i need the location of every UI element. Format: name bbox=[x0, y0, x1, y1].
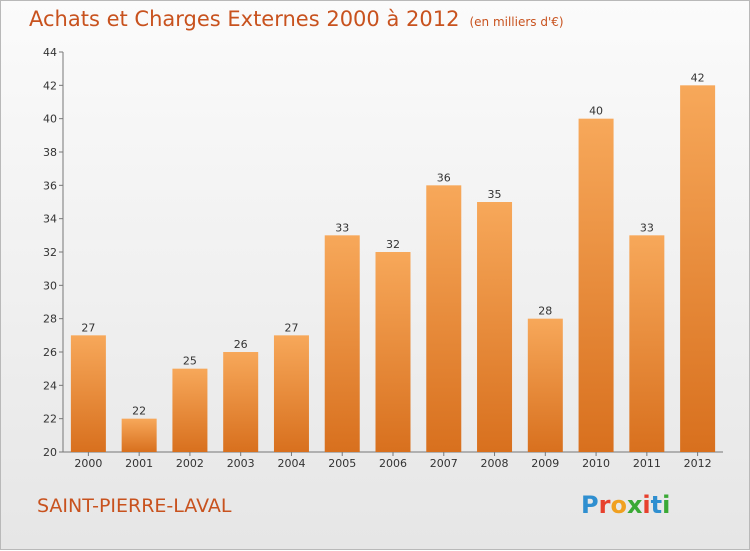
y-tick-label: 30 bbox=[43, 279, 57, 292]
y-tick-label: 24 bbox=[43, 379, 57, 392]
x-tick-label: 2011 bbox=[633, 457, 661, 470]
data-label: 28 bbox=[538, 305, 552, 318]
title-text: Achats et Charges Externes 2000 à 2012 bbox=[29, 7, 460, 31]
data-label: 27 bbox=[81, 321, 95, 334]
bar bbox=[70, 335, 106, 452]
x-tick-label: 2009 bbox=[531, 457, 559, 470]
bar bbox=[629, 235, 665, 452]
data-label: 35 bbox=[488, 188, 502, 201]
data-label: 36 bbox=[437, 171, 451, 184]
data-label: 27 bbox=[284, 321, 298, 334]
data-label: 26 bbox=[234, 338, 248, 351]
bar bbox=[426, 185, 462, 453]
logo-letter: i bbox=[642, 491, 651, 519]
chart-subtitle: (en milliers d'€) bbox=[469, 15, 564, 29]
data-label: 40 bbox=[589, 105, 603, 118]
data-label: 32 bbox=[386, 238, 400, 251]
logo-letter: t bbox=[650, 491, 663, 519]
data-label: 25 bbox=[183, 355, 197, 368]
y-tick-label: 22 bbox=[43, 413, 57, 426]
bar bbox=[273, 335, 309, 452]
chart-title: Achats et Charges Externes 2000 à 2012 (e… bbox=[29, 7, 564, 31]
proxiti-logo: Proxiti bbox=[581, 491, 670, 519]
bar bbox=[121, 418, 157, 452]
bar bbox=[324, 235, 360, 452]
y-tick-label: 20 bbox=[43, 446, 57, 459]
y-tick-label: 38 bbox=[43, 146, 57, 159]
y-tick-label: 26 bbox=[43, 346, 57, 359]
x-tick-label: 2000 bbox=[74, 457, 102, 470]
x-tick-label: 2001 bbox=[125, 457, 153, 470]
bar bbox=[223, 352, 259, 452]
data-label: 42 bbox=[691, 71, 705, 84]
bar bbox=[375, 252, 411, 452]
x-tick-label: 2008 bbox=[481, 457, 509, 470]
x-tick-label: 2012 bbox=[684, 457, 712, 470]
y-tick-label: 28 bbox=[43, 313, 57, 326]
logo-letter: o bbox=[610, 491, 627, 519]
y-tick-label: 36 bbox=[43, 179, 57, 192]
x-tick-label: 2010 bbox=[582, 457, 610, 470]
logo-letter: P bbox=[581, 491, 599, 519]
x-tick-label: 2007 bbox=[430, 457, 458, 470]
data-label: 33 bbox=[335, 221, 349, 234]
x-tick-label: 2006 bbox=[379, 457, 407, 470]
logo-letter: r bbox=[598, 491, 611, 519]
data-label: 22 bbox=[132, 405, 146, 418]
data-label: 33 bbox=[640, 221, 654, 234]
x-tick-label: 2005 bbox=[328, 457, 356, 470]
bar bbox=[578, 118, 614, 453]
y-tick-label: 32 bbox=[43, 246, 57, 259]
y-tick-label: 42 bbox=[43, 79, 57, 92]
x-tick-label: 2003 bbox=[227, 457, 255, 470]
bar bbox=[172, 368, 208, 452]
bar bbox=[477, 202, 513, 452]
x-tick-label: 2004 bbox=[277, 457, 305, 470]
logo-letter: i bbox=[662, 491, 671, 519]
bar bbox=[527, 318, 563, 452]
y-tick-label: 44 bbox=[43, 46, 57, 59]
logo-letter: x bbox=[626, 491, 643, 519]
y-tick-label: 40 bbox=[43, 113, 57, 126]
x-tick-label: 2002 bbox=[176, 457, 204, 470]
commune-name: SAINT-PIERRE-LAVAL bbox=[37, 495, 232, 517]
y-tick-label: 34 bbox=[43, 213, 57, 226]
bar bbox=[680, 85, 716, 452]
